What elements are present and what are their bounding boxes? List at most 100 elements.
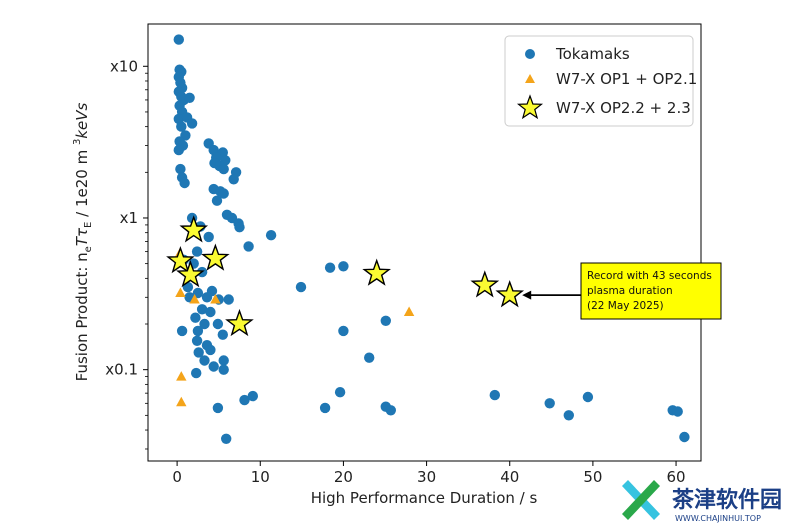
y-label-T: T — [73, 235, 91, 246]
tokamak-point — [247, 390, 258, 402]
tokamak-point — [338, 261, 349, 272]
annotation-line-1: Record with 43 seconds — [587, 270, 712, 282]
tokamak-point — [218, 188, 229, 199]
tokamak-point — [191, 246, 203, 257]
tokamak-point — [205, 306, 216, 318]
tokamak-point — [234, 222, 245, 233]
y-tick-label: x10 — [110, 57, 138, 75]
tokamak-point — [208, 361, 219, 372]
tokamak-point — [199, 355, 210, 366]
tokamak-point — [239, 394, 250, 406]
tokamak-point — [217, 329, 228, 340]
legend-label-w7x-op22: W7-X OP2.2 + 2.3 — [556, 99, 691, 117]
w7x-op22-point — [225, 308, 254, 337]
annotation-line-2: plasma duration — [587, 285, 673, 297]
w7x-op22-point — [166, 246, 195, 274]
tokamak-point — [212, 402, 224, 414]
tokamak-point — [176, 325, 188, 337]
tokamak-point — [380, 315, 391, 326]
tokamak-point — [196, 304, 208, 315]
tokamak-point — [184, 92, 195, 104]
watermark: 茶津软件园 WWW.CHAJINHUI.TOP — [622, 480, 782, 523]
y-tick-label: x1 — [120, 209, 138, 227]
tokamak-point — [192, 325, 204, 337]
tokamak-point — [319, 402, 331, 414]
w7x-op1-point — [210, 294, 221, 304]
x-tick-label: 10 — [251, 468, 270, 486]
legend-label-w7x-op1: W7-X OP1 + OP2.1 — [556, 70, 697, 88]
tokamak-point — [218, 364, 229, 375]
tokamak-point — [173, 144, 184, 156]
x-tick-label: 50 — [583, 468, 602, 486]
record-annotation: Record with 43 seconds plasma duration (… — [522, 262, 722, 320]
w7x-op22-point — [495, 280, 525, 308]
tokamak-point — [211, 195, 223, 206]
tokamak-point — [563, 410, 574, 421]
w7x-op1-point — [175, 287, 186, 297]
w7x-op22-point — [179, 215, 209, 243]
annotation-box — [580, 262, 722, 320]
w7x-op22-point — [362, 258, 391, 286]
y-label-sub-E: E — [83, 222, 94, 228]
tokamak-point — [338, 325, 349, 337]
svg-text:Fusion Product: neTτE / 1e20: Fusion Product: neTτE / 1e20 m 3keVs — [72, 102, 94, 381]
legend-marker-w7x-op1 — [525, 74, 535, 83]
x-tick-label: 40 — [500, 468, 519, 486]
tokamak-point — [295, 281, 307, 293]
tokamak-point — [186, 118, 198, 129]
tokamak-point — [334, 387, 346, 398]
tokamak-point — [191, 367, 202, 379]
x-axis-label: High Performance Duration / s — [311, 489, 538, 507]
w7x-op22-point — [176, 260, 205, 288]
legend-label-tokamaks: Tokamaks — [555, 45, 630, 63]
tokamak-point — [223, 294, 234, 305]
y-label-units: / 1e20 m — [73, 145, 91, 222]
w7x-op1-point — [176, 396, 187, 407]
legend-marker-tokamaks — [525, 49, 535, 59]
tokamak-point — [190, 312, 201, 323]
w7x-op1-point — [403, 306, 415, 316]
tokamak-point — [582, 391, 594, 403]
tokamak-point — [218, 355, 229, 366]
tokamak-point — [193, 347, 204, 358]
tokamak-point — [175, 163, 186, 175]
w7x-op22-point — [201, 243, 230, 271]
y-label-tau: τ — [73, 227, 91, 237]
tokamak-point — [206, 285, 218, 297]
tokamak-point — [218, 163, 229, 175]
tokamak-point — [179, 177, 190, 189]
w7x-op1-point — [189, 294, 200, 304]
tokamak-point — [176, 121, 187, 132]
annotation-line-3: (22 May 2025) — [587, 300, 664, 312]
y-tick-label: x0.1 — [105, 361, 138, 379]
tokamak-point — [212, 318, 224, 330]
tokamak-point — [544, 398, 555, 409]
tokamak-point — [679, 431, 690, 443]
tokamak-point — [265, 230, 277, 241]
w7x-op1-point — [176, 371, 187, 381]
x-tick-label: 0 — [172, 468, 182, 486]
tokamak-point — [672, 406, 683, 417]
tokamak-point — [221, 433, 232, 444]
x-tick-label: 30 — [417, 468, 436, 486]
tokamak-point — [364, 352, 375, 363]
tokamak-point — [191, 335, 203, 346]
tokamak-point — [228, 174, 239, 185]
tokamak-point — [489, 389, 500, 401]
x-tick-label: 60 — [667, 468, 686, 486]
tokamak-point — [199, 318, 210, 330]
y-label-sub-e: e — [83, 246, 94, 252]
legend-frame — [504, 35, 694, 127]
y-label-kevs: keVs — [73, 102, 91, 138]
tokamak-point — [324, 262, 336, 273]
legend: Tokamaks W7-X OP1 + OP2.1 W7-X OP2.2 + 2… — [504, 35, 697, 127]
tokamak-point — [173, 34, 184, 45]
watermark-url: WWW.CHAJINHUI.TOP — [675, 514, 761, 523]
tokamak-point — [243, 241, 254, 252]
x-tick-label: 20 — [334, 468, 353, 486]
tokamak-point — [203, 231, 214, 243]
w7x-op22-point — [470, 270, 500, 298]
y-label-prefix: Fusion Product: n — [73, 252, 91, 381]
tokamak-point — [205, 344, 216, 356]
